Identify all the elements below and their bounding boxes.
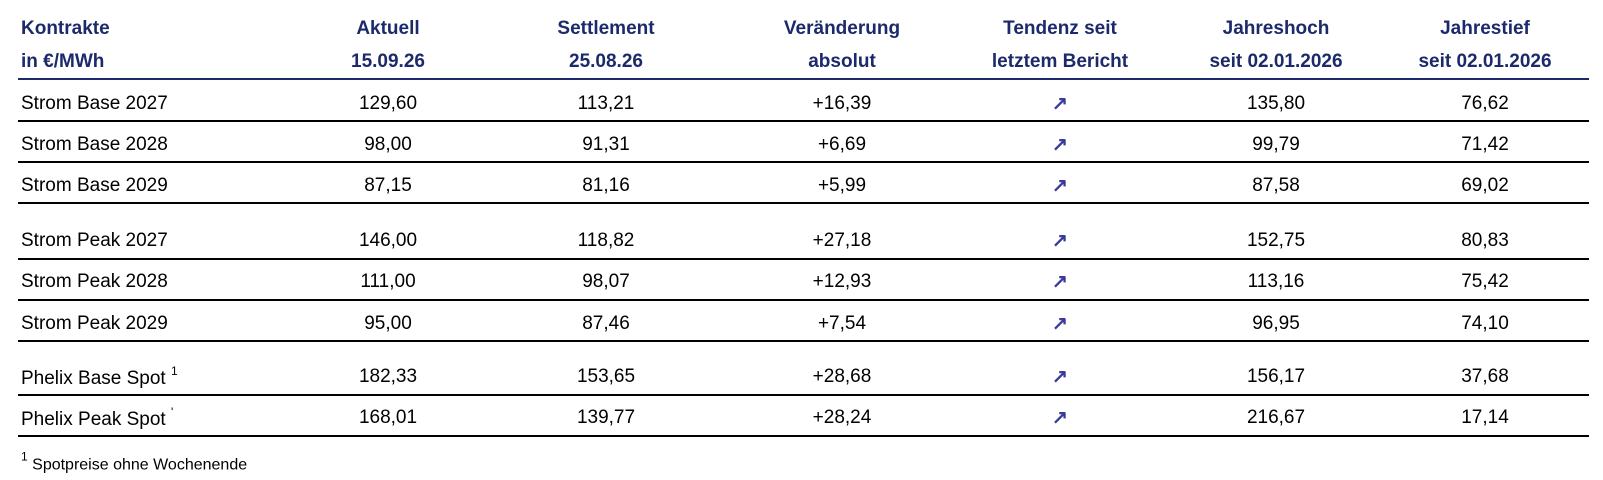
row-rule — [18, 161, 1589, 163]
cell: +12,93 — [812, 271, 872, 292]
cell: 71,42 — [1461, 134, 1509, 155]
cell: 135,80 — [1246, 93, 1306, 114]
column-header: seit 02.01.2026 — [1418, 51, 1552, 72]
trend-icon: ↗ — [1052, 407, 1068, 429]
footnote-mark: 1 — [21, 449, 28, 464]
footnote: 1 Spotpreise ohne Wochenende — [21, 450, 247, 475]
column-header: Jahreshoch — [1222, 18, 1330, 39]
cell: 37,68 — [1461, 366, 1509, 387]
row-rule — [18, 394, 1589, 396]
cell: 113,16 — [1247, 271, 1305, 292]
header-rule — [18, 78, 1589, 80]
column-header: 15.09.26 — [351, 51, 425, 72]
cell: +6,69 — [817, 134, 867, 155]
row-label: Strom Base 2027 — [21, 93, 168, 114]
column-header: Veränderung — [783, 18, 901, 39]
row-label: Strom Peak 2028 — [21, 271, 168, 292]
trend-icon: ↗ — [1052, 230, 1068, 252]
row-rule — [18, 435, 1589, 437]
column-header: Jahrestief — [1440, 18, 1530, 39]
row-label: Phelix Peak Spot ' — [21, 405, 174, 430]
row-label: Strom Base 2028 — [21, 134, 168, 155]
trend-icon: ↗ — [1052, 313, 1068, 335]
cell: 69,02 — [1461, 175, 1509, 196]
column-header: seit 02.01.2026 — [1209, 51, 1343, 72]
cell: 96,95 — [1252, 313, 1300, 334]
cell: +5,99 — [817, 175, 867, 196]
cell: +28,68 — [812, 366, 872, 387]
footnote-mark: 1 — [170, 364, 178, 378]
cell: 91,31 — [582, 134, 630, 155]
cell: 113,21 — [577, 93, 635, 114]
cell: 139,77 — [576, 407, 636, 428]
trend-icon: ↗ — [1052, 175, 1068, 197]
row-label: Strom Base 2029 — [21, 175, 168, 196]
cell: +28,24 — [812, 407, 872, 428]
cell: 99,79 — [1252, 134, 1300, 155]
cell: 118,82 — [577, 230, 635, 251]
row-rule — [18, 340, 1589, 342]
cell: 152,75 — [1246, 230, 1306, 251]
cell: 156,17 — [1246, 366, 1306, 387]
column-header: 25.08.26 — [569, 51, 643, 72]
cell: 98,07 — [582, 271, 630, 292]
row-rule — [18, 120, 1589, 122]
cell: +16,39 — [812, 93, 872, 114]
column-header: letztem Bericht — [991, 51, 1129, 72]
row-rule — [18, 258, 1589, 260]
cell: 80,83 — [1461, 230, 1509, 251]
cell: 95,00 — [364, 313, 412, 334]
cell: +27,18 — [812, 230, 872, 251]
row-rule — [18, 299, 1589, 301]
cell: 17,14 — [1461, 407, 1509, 428]
column-header: Aktuell — [356, 18, 420, 39]
row-label: Strom Peak 2027 — [21, 230, 168, 251]
cell: 129,60 — [358, 93, 418, 114]
cell: 146,00 — [358, 230, 418, 251]
cell: 87,46 — [582, 313, 630, 334]
column-header: Settlement — [557, 18, 655, 39]
trend-icon: ↗ — [1052, 93, 1068, 115]
column-header: Kontrakte — [21, 18, 110, 39]
cell: 182,33 — [358, 366, 418, 387]
row-label: Phelix Base Spot 1 — [21, 364, 178, 389]
trend-icon: ↗ — [1052, 134, 1068, 156]
cell: 111,00 — [360, 271, 416, 292]
cell: 87,15 — [364, 175, 412, 196]
row-rule — [18, 202, 1589, 204]
cell: +7,54 — [817, 313, 867, 334]
cell: 168,01 — [358, 407, 418, 428]
cell: 98,00 — [364, 134, 412, 155]
cell: 74,10 — [1461, 313, 1509, 334]
footnote-text: Spotpreise ohne Wochenende — [32, 456, 248, 474]
cell: 216,67 — [1246, 407, 1306, 428]
column-header: in €/MWh — [21, 51, 105, 72]
trend-icon: ↗ — [1052, 366, 1068, 388]
cell: 75,42 — [1461, 271, 1509, 292]
column-header: Tendenz seit — [1003, 18, 1117, 39]
trend-icon: ↗ — [1052, 271, 1068, 293]
cell: 153,65 — [576, 366, 636, 387]
column-header: absolut — [808, 51, 876, 72]
cell: 76,62 — [1461, 93, 1509, 114]
footnote-mark: ' — [170, 405, 174, 419]
cell: 87,58 — [1252, 175, 1300, 196]
row-label: Strom Peak 2029 — [21, 313, 168, 334]
cell: 81,16 — [582, 175, 630, 196]
